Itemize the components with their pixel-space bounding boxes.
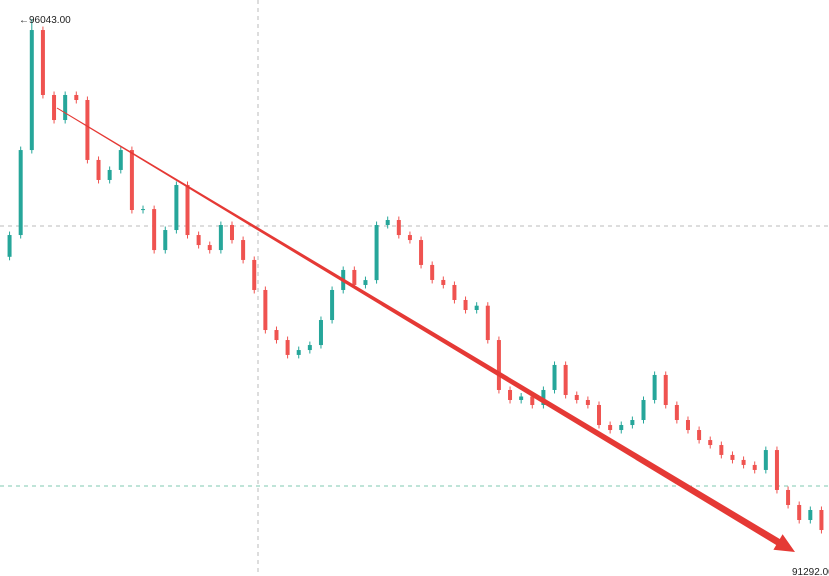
candle-body	[508, 389, 513, 400]
candle-body	[641, 399, 646, 421]
candle-body	[763, 450, 768, 470]
candle-body	[196, 235, 201, 246]
candle-body	[774, 450, 779, 490]
candle-body	[174, 184, 179, 231]
candle-body	[241, 240, 246, 260]
candle-body	[396, 220, 401, 236]
candle-body	[674, 404, 679, 421]
candle-body	[129, 150, 134, 211]
candle-body	[63, 94, 68, 121]
arrow-glyph: ←	[19, 15, 29, 26]
candle-body	[330, 289, 335, 321]
candle-body	[708, 440, 713, 446]
candle-body	[719, 445, 724, 455]
candle-body	[152, 209, 157, 251]
candle-body	[407, 235, 412, 241]
candle-body	[452, 284, 457, 300]
high-price-label: 96043.00	[29, 15, 71, 26]
candle-body	[352, 269, 357, 285]
candle-body	[419, 240, 424, 265]
candle-body	[485, 305, 490, 341]
candle-body	[819, 509, 824, 531]
candle-body	[263, 289, 268, 331]
candle-body	[541, 389, 546, 405]
candle-body	[752, 464, 757, 470]
candle-body	[85, 99, 90, 160]
candle-body	[107, 169, 112, 180]
candle-body	[797, 504, 802, 521]
candle-body	[652, 374, 657, 400]
candle-body	[218, 225, 223, 251]
candle-body	[52, 94, 57, 121]
candle-body	[530, 396, 535, 405]
candle-body	[374, 225, 379, 281]
candle-body	[29, 30, 34, 151]
candle-body	[141, 209, 146, 211]
candle-body	[185, 184, 190, 236]
candle-body	[808, 509, 813, 521]
candles	[7, 18, 824, 534]
trend-arrow	[56, 107, 795, 552]
candle-body	[441, 279, 446, 285]
candle-body	[597, 404, 602, 426]
candle-body	[7, 235, 12, 257]
candle-body	[118, 150, 123, 170]
candle-body	[207, 245, 212, 251]
candle-body	[363, 280, 368, 285]
candle-body	[585, 399, 590, 405]
candle-body	[307, 345, 312, 351]
candle-body	[463, 299, 468, 311]
candle-body	[697, 430, 702, 441]
candle-body	[430, 264, 435, 280]
candle-body	[563, 364, 568, 395]
candle-body	[229, 225, 234, 241]
candle-body	[296, 350, 301, 355]
candle-body	[608, 425, 613, 431]
candle-body	[685, 420, 690, 431]
candle-body	[741, 459, 746, 465]
candle-body	[285, 340, 290, 355]
candle-body	[18, 150, 23, 236]
candle-body	[663, 374, 668, 405]
candle-body	[474, 305, 479, 311]
candle-body	[574, 394, 579, 400]
candle-body	[730, 454, 735, 460]
candle-body	[96, 159, 101, 180]
candle-body	[385, 220, 390, 226]
candle-body	[40, 30, 45, 95]
candle-body	[786, 489, 791, 505]
candle-body	[252, 259, 257, 290]
candle-body	[630, 420, 635, 426]
candle-body	[74, 94, 79, 100]
candle-body	[619, 425, 624, 431]
candle-body	[318, 320, 323, 346]
candle-body	[519, 396, 524, 400]
candle-body	[163, 230, 168, 251]
candle-body	[552, 364, 557, 390]
low-price-label: 91292.00	[792, 567, 829, 576]
candle-body	[496, 340, 501, 390]
candle-body	[274, 330, 279, 341]
